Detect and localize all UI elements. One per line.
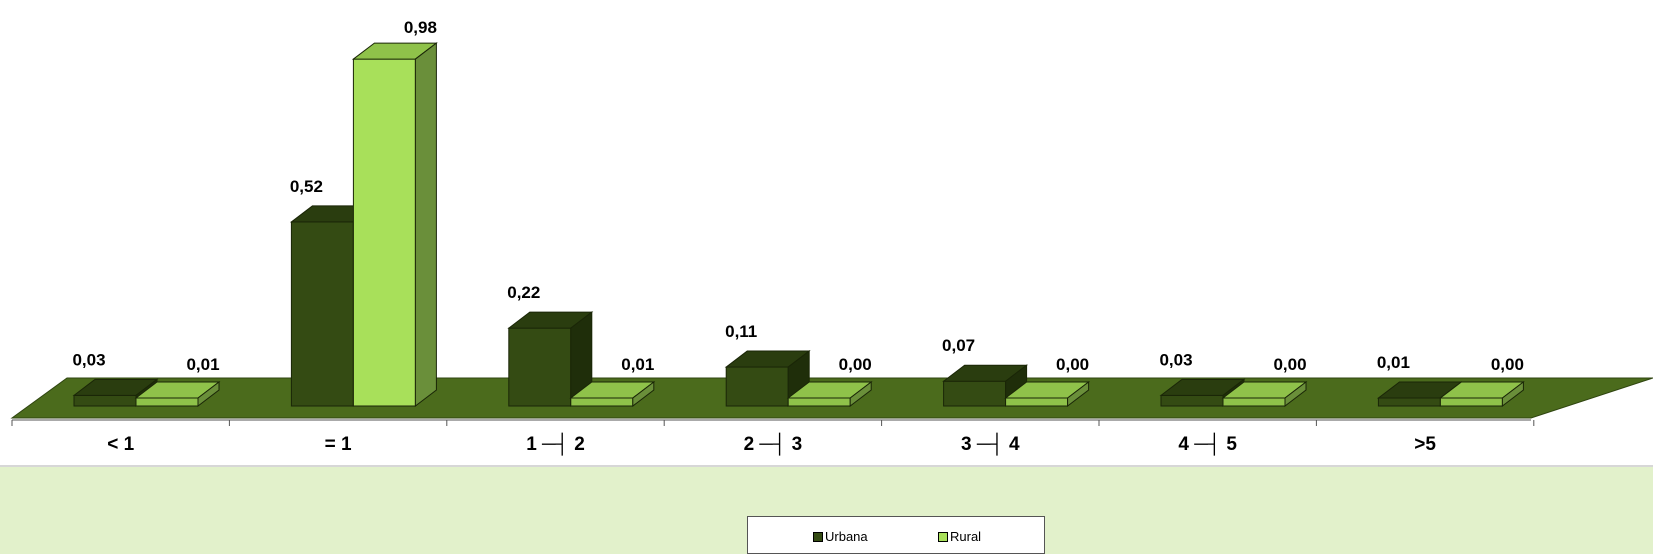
data-label: 0,07	[942, 336, 975, 355]
bar-rural-1	[352, 58, 416, 407]
data-label: 0,03	[72, 350, 105, 369]
x-tick-label: >5	[1414, 434, 1436, 455]
legend-label-urbana: Urbana	[825, 529, 868, 544]
data-label: 0,03	[1159, 350, 1192, 369]
bar-side-rural-6	[1501, 380, 1524, 408]
bar-chart: < 1 = 1 1 ─┤ 2 2 ─┤ 3 3 ─┤ 4 4 ─┤ 5 >5 0,03 0,52…	[10, 18, 1653, 456]
data-label: 0,00	[839, 355, 872, 374]
data-label: 0,01	[1377, 353, 1410, 372]
bar-rural-3	[787, 397, 851, 407]
bar-urbana-0	[73, 394, 137, 407]
x-tick-label: 3 ─┤ 4	[961, 432, 1020, 456]
x-tick-label: 4 ─┤ 5	[1178, 432, 1237, 456]
data-label: 0,00	[1491, 355, 1524, 374]
bar-side-rural-0	[197, 380, 220, 408]
bar-side-rural-4	[1067, 380, 1090, 408]
data-label: 0,98	[404, 18, 437, 37]
bar-side-rural-1	[414, 42, 437, 408]
rural-swatch-icon	[938, 531, 948, 542]
legend-item-urbana: Urbana	[813, 529, 868, 544]
data-label: 0,11	[725, 322, 757, 341]
bar-urbana-5	[1160, 394, 1224, 407]
bar-rural-4	[1005, 397, 1069, 407]
bar-urbana-4	[943, 380, 1007, 407]
x-tick-label: 2 ─┤ 3	[744, 432, 803, 456]
bar-side-rural-5	[1284, 380, 1307, 408]
data-label: 0,01	[621, 355, 654, 374]
chart-area: < 1 = 1 1 ─┤ 2 2 ─┤ 3 3 ─┤ 4 4 ─┤ 5 >5 0,03 0,52…	[10, 18, 1653, 456]
data-label: 0,00	[1056, 355, 1089, 374]
bar-rural-0	[135, 397, 199, 407]
x-tick-label: 1 ─┤ 2	[526, 432, 585, 456]
urbana-swatch-icon	[813, 531, 823, 542]
data-label: 0,22	[507, 283, 540, 302]
data-label: 0,00	[1273, 355, 1306, 374]
bar-rural-5	[1222, 397, 1286, 407]
bar-side-rural-2	[632, 380, 655, 408]
legend: Urbana Rural	[747, 516, 1045, 554]
bar-urbana-3	[725, 366, 789, 407]
bar-urbana-1	[290, 221, 354, 407]
x-tick-label: < 1	[107, 434, 134, 455]
bar-side-rural-3	[849, 380, 872, 408]
bar-rural-6	[1439, 397, 1503, 407]
data-label: 0,01	[186, 355, 219, 374]
legend-item-rural: Rural	[938, 529, 981, 544]
x-tick-label: = 1	[325, 434, 352, 455]
bar-urbana-2	[508, 327, 572, 407]
bar-rural-2	[570, 397, 634, 407]
legend-label-rural: Rural	[950, 529, 982, 544]
data-label: 0,52	[290, 177, 323, 196]
legend-band: Urbana Rural	[0, 465, 1653, 554]
bar-urbana-6	[1377, 397, 1441, 407]
